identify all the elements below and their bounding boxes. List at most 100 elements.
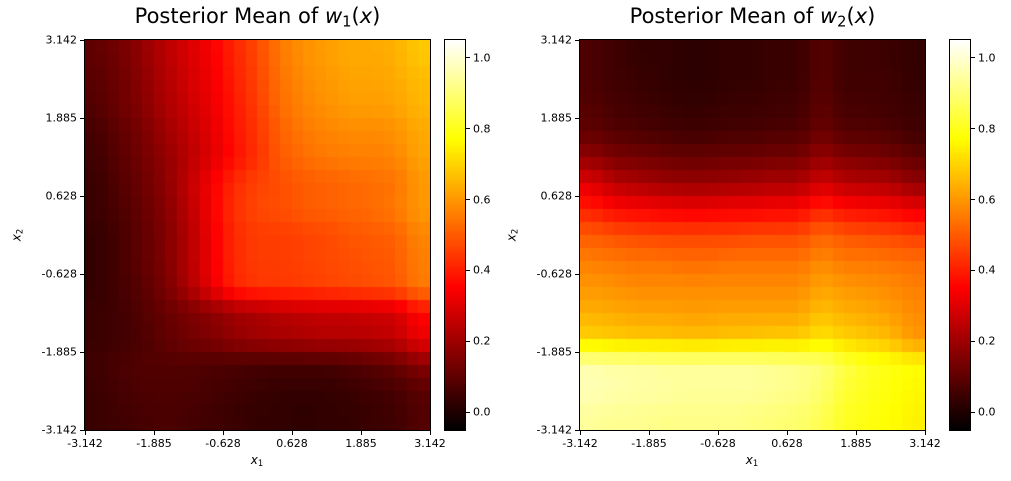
panel1-colorbar-tick-label: 0.8: [473, 122, 491, 136]
panel2-ylabel-sub: 2: [509, 228, 520, 235]
panel1-title-var: w: [324, 4, 343, 28]
panel2-xtick-label: -3.142: [562, 437, 598, 450]
panel2-colorbar: [949, 39, 971, 431]
panel2-ytick-label: -1.885: [536, 345, 572, 359]
panel1-ytick-mark: [80, 429, 84, 431]
panel1-ylabel-var: x: [9, 234, 24, 242]
panel1-colorbar-tick-mark: [466, 57, 470, 59]
pan2-title-arg: x: [854, 4, 868, 28]
panel1-xtick-label: -1.885: [136, 437, 172, 450]
panel1-xlabel-var: x: [250, 453, 258, 467]
panel2-ytick-mark: [575, 351, 579, 353]
panel1-colorbar-tick-mark: [466, 411, 470, 413]
panel1-xtick-mark: [360, 431, 362, 435]
panel2-colorbar-tick-label: 0.8: [978, 122, 996, 136]
panel2-xtick-label: 3.142: [909, 437, 941, 450]
panel1-title-close-paren: ): [372, 4, 381, 28]
panel2-xlabel: x1: [746, 453, 758, 468]
panel1-xtick-mark: [291, 431, 293, 435]
panel1-ytick-label: -1.885: [41, 345, 77, 359]
panel2-ytick-mark: [575, 117, 579, 119]
panel1-ylabel-sub: 2: [14, 228, 25, 235]
panel1-colorbar-tick-label: 0.4: [473, 263, 491, 277]
panel1-title: Posterior Mean of w1(x): [85, 4, 430, 30]
panel1-ytick-label: -3.142: [41, 423, 77, 437]
panel2-ytick-mark: [575, 39, 579, 41]
panel1-heatmap-axes: [84, 39, 431, 431]
panel2-ytick-label: -0.628: [536, 267, 572, 281]
panel2-colorbar-tick-mark: [971, 411, 975, 413]
panel1-colorbar-tick-label: 0.2: [473, 334, 491, 348]
panel2-colorbar-tick-label: 0.4: [978, 263, 996, 277]
panel2-ylabel: x2: [505, 229, 520, 241]
panel2-colorbar-tick-label: 1.0: [978, 51, 996, 65]
panel2-title-prefix: Posterior Mean of: [629, 4, 820, 28]
panel1-xtick-mark: [153, 431, 155, 435]
panel1-xtick-label: 3.142: [414, 437, 446, 450]
panel2-ytick-mark: [575, 429, 579, 431]
panel2-colorbar-tick-label: 0.0: [978, 405, 996, 419]
panel2-colorbar-tick-mark: [971, 57, 975, 59]
panel1-title-sub: 1: [342, 13, 352, 31]
panel1-colorbar: [444, 39, 466, 431]
panel1-ytick-mark: [80, 351, 84, 353]
panel1-ytick-mark: [80, 273, 84, 275]
panel1-colorbar-tick-label: 0.6: [473, 193, 491, 207]
panel1-heatmap-canvas: [85, 40, 430, 430]
panel2-xtick-label: -0.628: [700, 437, 736, 450]
panel2-xtick-mark: [855, 431, 857, 435]
panel2-colorbar-tick-label: 0.6: [978, 193, 996, 207]
panel2-ytick-mark: [575, 273, 579, 275]
panel1-ytick-label: 1.885: [45, 111, 78, 125]
panel2-xtick-mark: [648, 431, 650, 435]
panel2-xtick-mark: [717, 431, 719, 435]
panel1-xtick-mark: [222, 431, 224, 435]
panel1-ylabel: x2: [10, 229, 25, 241]
panel2-xtick-mark: [579, 431, 581, 435]
panel1-xlabel: x1: [251, 453, 263, 468]
panel1-xtick-label: 0.628: [276, 437, 308, 450]
panel1-colorbar-tick-mark: [466, 340, 470, 342]
panel2-ytick-label: -3.142: [536, 423, 572, 437]
panel2-title: Posterior Mean of w2(x): [580, 4, 925, 30]
panel1-title-arg: x: [359, 4, 373, 28]
panel1-xtick-mark: [84, 431, 86, 435]
panel2-heatmap-canvas: [580, 40, 925, 430]
panel2-title-open-paren: (: [846, 4, 855, 28]
panel2-colorbar-tick-mark: [971, 128, 975, 130]
panel1-xtick-mark: [429, 431, 431, 435]
panel2-colorbar-tick-mark: [971, 269, 975, 271]
panel1-colorbar-tick-label: 0.0: [473, 405, 491, 419]
panel1-ytick-mark: [80, 117, 84, 119]
panel1-xtick-label: -0.628: [205, 437, 241, 450]
panel1-ytick-label: 3.142: [45, 33, 78, 47]
panel1-ytick-label: -0.628: [41, 267, 77, 281]
panel2-xlabel-sub: 1: [752, 458, 759, 468]
panel1-title-open-paren: (: [351, 4, 360, 28]
panel2-colorbar-tick-mark: [971, 340, 975, 342]
panel2-heatmap-axes: [579, 39, 926, 431]
panel2-title-close-paren: ): [867, 4, 876, 28]
panel1-xtick-label: -3.142: [67, 437, 103, 450]
panel2-ytick-label: 0.628: [540, 189, 573, 203]
panel2-ytick-label: 3.142: [540, 33, 573, 47]
panel1-title-prefix: Posterior Mean of: [134, 4, 325, 28]
panel2-title-var: w: [819, 4, 838, 28]
panel2-xtick-label: 0.628: [771, 437, 803, 450]
panel2-xtick-label: 1.885: [840, 437, 872, 450]
panel1-colorbar-canvas: [445, 40, 465, 430]
panel2-xtick-label: -1.885: [631, 437, 667, 450]
panel2-xtick-mark: [786, 431, 788, 435]
panel1-ytick-mark: [80, 195, 84, 197]
panel1-colorbar-tick-mark: [466, 269, 470, 271]
panel2-colorbar-tick-label: 0.2: [978, 334, 996, 348]
panel2-ytick-mark: [575, 195, 579, 197]
panel2-colorbar-tick-mark: [971, 199, 975, 201]
panel1-xlabel-sub: 1: [257, 458, 264, 468]
panel2-xlabel-var: x: [745, 453, 753, 467]
panel2-ylabel-var: x: [504, 234, 519, 242]
panel2-colorbar-canvas: [950, 40, 970, 430]
panel2-ytick-label: 1.885: [540, 111, 573, 125]
panel1-colorbar-tick-mark: [466, 199, 470, 201]
